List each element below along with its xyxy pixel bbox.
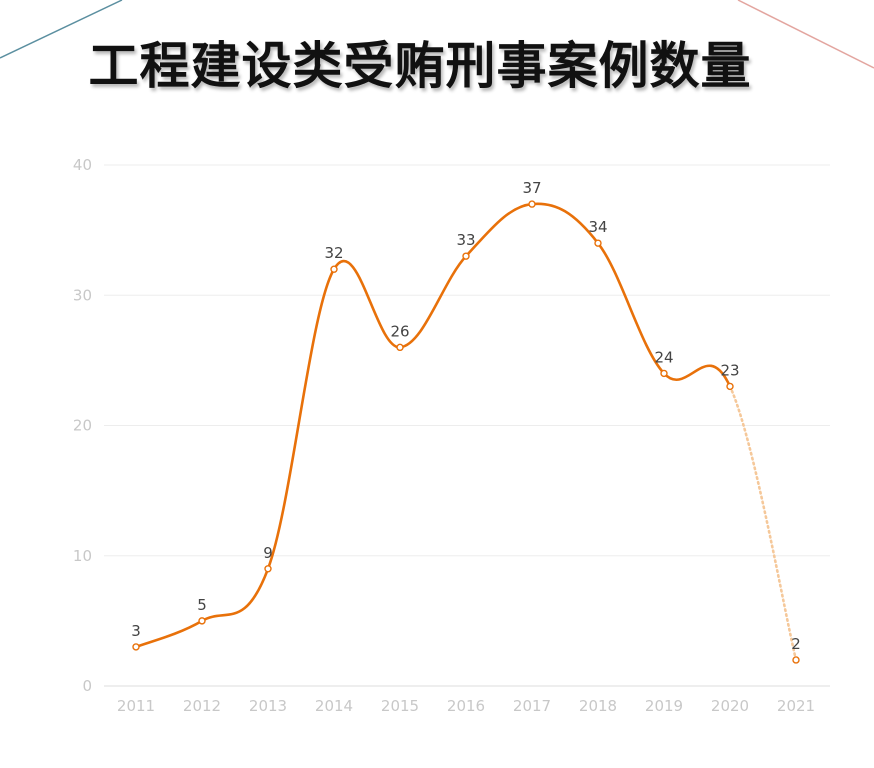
x-tick-label: 2017 — [513, 697, 551, 715]
data-points — [132, 200, 800, 664]
data-point-2015 — [396, 343, 404, 352]
page-title: 工程建设类受贿刑事案例数量 — [88, 37, 752, 95]
y-axis: 0 10 20 30 40 — [73, 156, 92, 695]
data-label-2013: 9 — [263, 544, 273, 562]
data-point-2019 — [660, 369, 668, 378]
y-tick-label: 20 — [73, 417, 92, 435]
data-label-2012: 5 — [197, 596, 207, 614]
x-tick-label: 2016 — [447, 697, 485, 715]
data-label-2021: 2 — [791, 635, 801, 653]
data-point-2020 — [726, 382, 734, 391]
top-left-deco-line — [0, 0, 123, 59]
x-tick-label: 2015 — [381, 697, 419, 715]
x-tick-label: 2021 — [777, 697, 815, 715]
y-tick-label: 10 — [73, 547, 92, 565]
data-label-2011: 3 — [131, 622, 141, 640]
data-label-2017: 37 — [522, 179, 541, 197]
series-solid-line — [134, 202, 732, 649]
series-line — [134, 202, 798, 662]
x-tick-label: 2013 — [249, 697, 287, 715]
data-point-2021 — [792, 656, 800, 664]
x-tick-label: 2014 — [315, 697, 353, 715]
data-labels: 3 5 9 32 26 33 37 34 24 23 2 — [131, 179, 801, 653]
data-point-2018 — [594, 239, 602, 247]
x-axis: 2011 2012 2013 2014 2015 2016 2017 2018 2019 2020… — [117, 697, 815, 715]
data-point-2014 — [330, 265, 338, 273]
y-tick-label: 30 — [73, 286, 92, 304]
series-projected-line — [728, 385, 798, 662]
x-tick-label: 2012 — [183, 697, 221, 715]
data-point-2011 — [132, 643, 140, 651]
data-label-2018: 34 — [588, 218, 607, 236]
y-tick-label: 40 — [73, 156, 92, 174]
data-point-2013 — [264, 565, 272, 573]
top-right-deco-line — [737, 0, 874, 69]
data-label-2020: 23 — [720, 361, 739, 379]
data-label-2019: 24 — [654, 348, 673, 366]
x-tick-label: 2020 — [711, 697, 749, 715]
x-tick-label: 2011 — [117, 697, 155, 715]
data-label-2014: 32 — [324, 244, 343, 262]
data-point-2012 — [198, 617, 206, 625]
x-tick-label: 2018 — [579, 697, 617, 715]
x-tick-label: 2019 — [645, 697, 683, 715]
data-point-2016 — [462, 252, 470, 260]
data-point-2017 — [528, 200, 536, 208]
data-label-2015: 26 — [390, 322, 409, 340]
grid-lines — [104, 164, 830, 687]
data-label-2016: 33 — [456, 231, 475, 249]
y-tick-label: 0 — [82, 677, 92, 695]
